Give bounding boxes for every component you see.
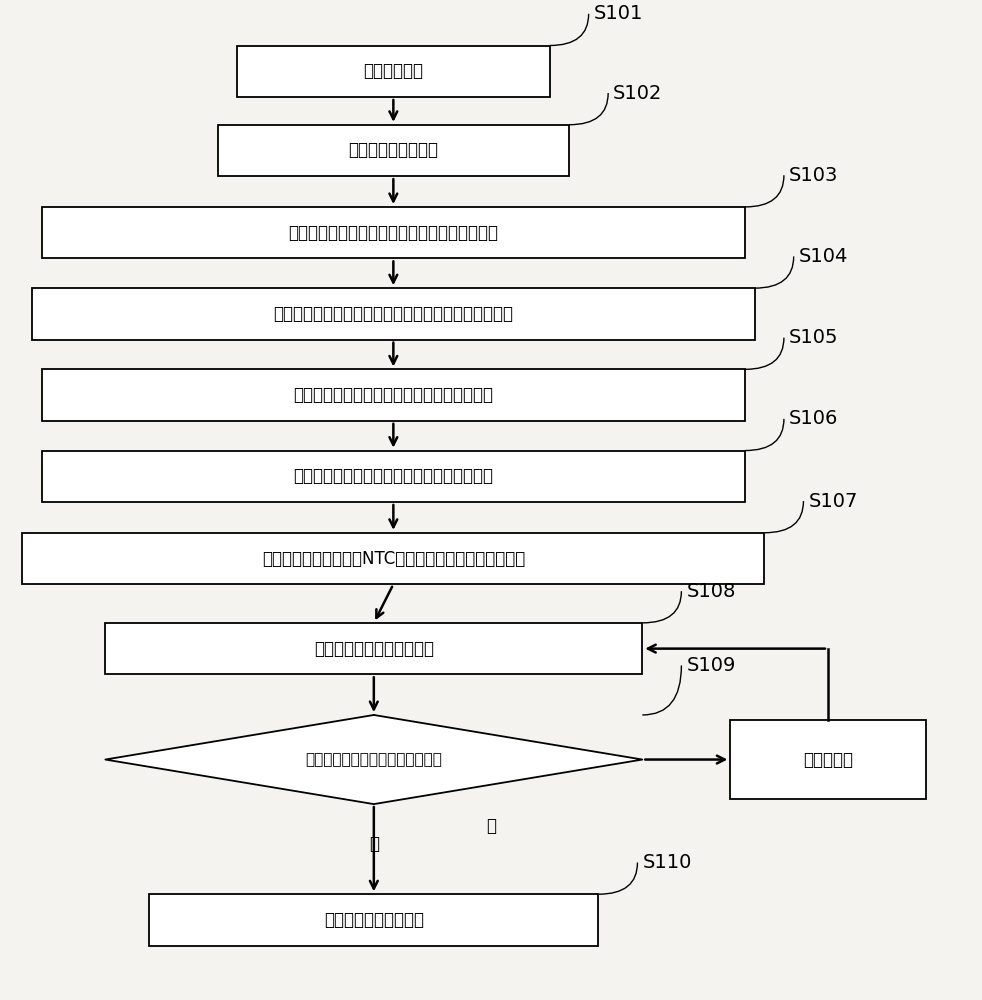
Bar — [731, 720, 925, 799]
Text: S107: S107 — [808, 492, 857, 511]
Text: S108: S108 — [686, 582, 736, 601]
Bar — [105, 623, 642, 674]
Text: 结合有效性分析和变电站的地理位置确定初步分区方法: 结合有效性分析和变电站的地理位置确定初步分区方法 — [273, 305, 514, 323]
Polygon shape — [105, 715, 642, 804]
Bar — [42, 207, 745, 258]
Text: S101: S101 — [593, 4, 643, 23]
Text: 计算各方案分区前后的NTC之差，按从小到大的顺序排序: 计算各方案分区前后的NTC之差，按从小到大的顺序排序 — [262, 550, 525, 568]
Bar — [42, 369, 745, 421]
Text: 删除该方案: 删除该方案 — [803, 751, 853, 769]
Bar — [149, 894, 598, 946]
Text: 确定该方案为最优方案: 确定该方案为最优方案 — [324, 911, 424, 929]
Text: 确定配电网分区个数: 确定配电网分区个数 — [349, 141, 438, 159]
Bar — [23, 533, 764, 584]
Text: S106: S106 — [789, 409, 839, 428]
Text: S103: S103 — [789, 166, 839, 185]
Text: S110: S110 — [642, 853, 691, 872]
Text: 从排序中选取差値小的方案: 从排序中选取差値小的方案 — [314, 640, 434, 658]
Text: 是: 是 — [369, 835, 379, 853]
Text: S104: S104 — [798, 247, 847, 266]
Bar — [237, 46, 550, 97]
Text: 否: 否 — [486, 817, 496, 835]
Text: S105: S105 — [789, 328, 839, 347]
Text: 对变电站编号: 对变电站编号 — [363, 62, 423, 80]
Bar — [218, 125, 570, 176]
Text: 计算分区前的总供电能力和网络转移供电能力: 计算分区前的总供电能力和网络转移供电能力 — [294, 386, 493, 404]
Text: 计算每条联络的有效性以及各站间联络的有效性: 计算每条联络的有效性以及各站间联络的有效性 — [289, 224, 498, 242]
Bar — [42, 451, 745, 502]
Text: 该方案的各区域符合分配是否均匀: 该方案的各区域符合分配是否均匀 — [305, 752, 442, 767]
Text: S109: S109 — [686, 656, 736, 675]
Text: 计算各方案的总供电能力和网络转移供电能力: 计算各方案的总供电能力和网络转移供电能力 — [294, 467, 493, 485]
Text: S102: S102 — [613, 84, 663, 103]
Bar — [32, 288, 754, 340]
